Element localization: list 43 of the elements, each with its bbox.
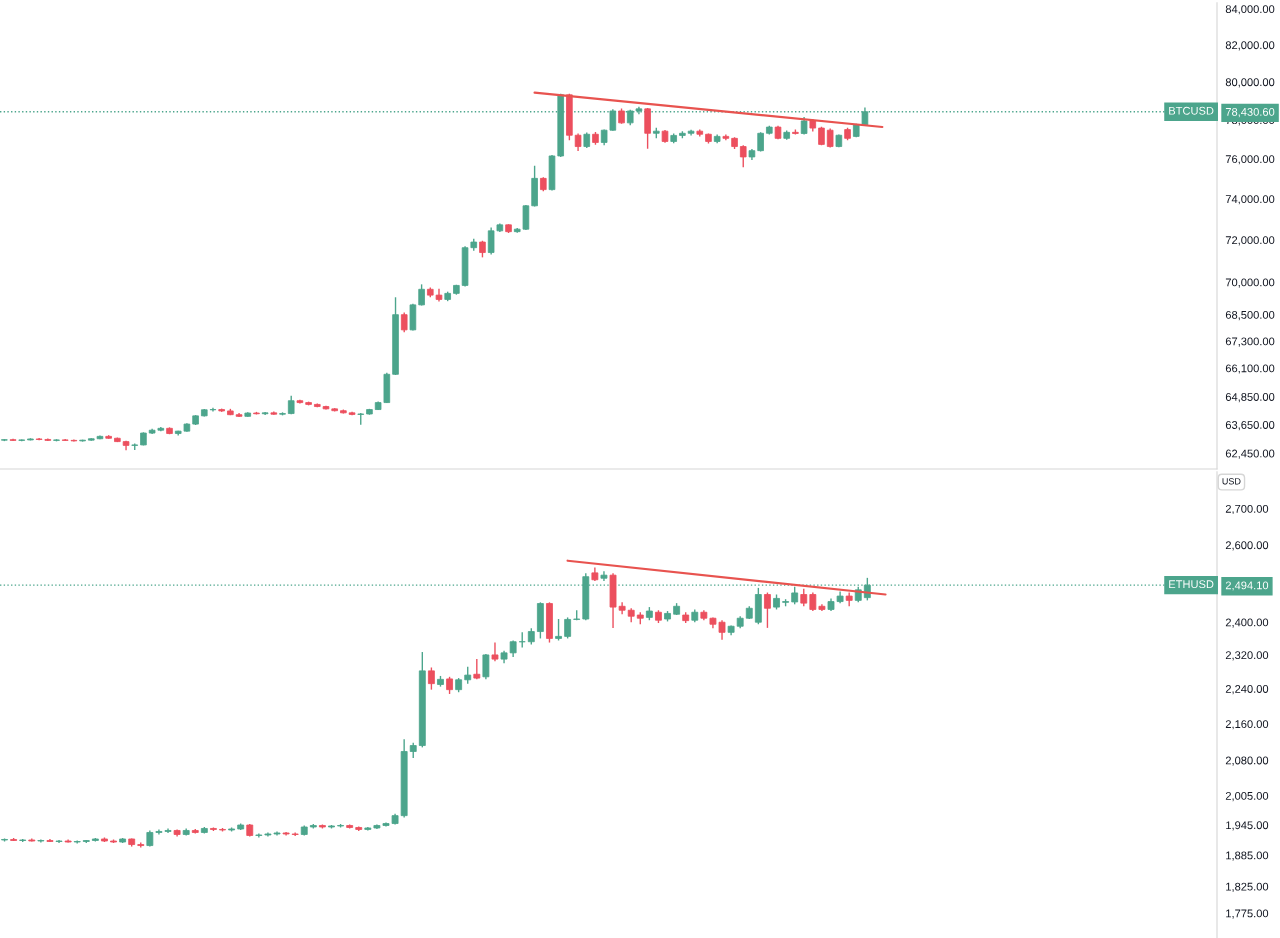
y-tick-label: 2,320.00 xyxy=(1225,651,1269,661)
candlestick xyxy=(418,283,425,307)
y-tick-label: 2,600.00 xyxy=(1225,541,1269,551)
y-tick-label: 2,240.00 xyxy=(1225,685,1269,695)
candlestick xyxy=(37,838,45,844)
y-tick-label: 84,000.00 xyxy=(1225,5,1275,15)
candlestick xyxy=(826,127,834,149)
y-tick-label: 1,885.00 xyxy=(1226,851,1269,861)
y-tick-label: 1,825.00 xyxy=(1226,882,1269,892)
candlestick xyxy=(809,591,817,612)
y-tick-label: 2,005.00 xyxy=(1225,791,1269,802)
candlestick xyxy=(564,616,572,640)
candlestick xyxy=(400,311,408,333)
y-tick-label: 62,450.00 xyxy=(1225,449,1275,459)
y-tick-label: 2,080.00 xyxy=(1225,756,1269,766)
candlestick xyxy=(491,641,499,662)
candlestick xyxy=(555,618,562,642)
candlestick xyxy=(600,570,608,582)
y-tick-label: 74,000.00 xyxy=(1225,195,1275,205)
ref-line-label: ETHUSD xyxy=(1169,580,1214,589)
y-tick-label: 2,400.00 xyxy=(1225,618,1269,628)
candlestick xyxy=(427,666,435,691)
y-tick-label: 64,850.00 xyxy=(1225,393,1275,403)
y-tick-label: 63,650.00 xyxy=(1225,421,1275,431)
y-tick-label: 2,700.00 xyxy=(1225,504,1269,515)
candlestick xyxy=(764,591,771,629)
y-tick-label: 2,160.00 xyxy=(1225,720,1269,730)
text: USD xyxy=(1222,478,1241,485)
y-tick-label: 2,494.10 xyxy=(1225,581,1269,591)
candlestick xyxy=(739,144,747,168)
y-tick-label: 76,000.00 xyxy=(1225,155,1275,165)
y-tick-label: 80,000.00 xyxy=(1225,78,1275,88)
y-tick-label: 72,000.00 xyxy=(1225,236,1275,246)
y-tick-label: 82,000.00 xyxy=(1225,41,1275,51)
y-tick-label: 66,100.00 xyxy=(1225,364,1275,374)
y-tick-label: 70,000.00 xyxy=(1225,278,1275,288)
y-tick-label: 1,775.00 xyxy=(1226,909,1269,919)
y-tick-label: 68,500.00 xyxy=(1225,310,1275,321)
ref-line-label: BTCUSD xyxy=(1169,106,1214,115)
y-tick-label: 1,945.00 xyxy=(1226,821,1269,831)
candlestick xyxy=(482,653,490,681)
y-tick-label: 78,430.60 xyxy=(1225,107,1275,118)
y-tick-label: 67,300.00 xyxy=(1225,337,1275,347)
